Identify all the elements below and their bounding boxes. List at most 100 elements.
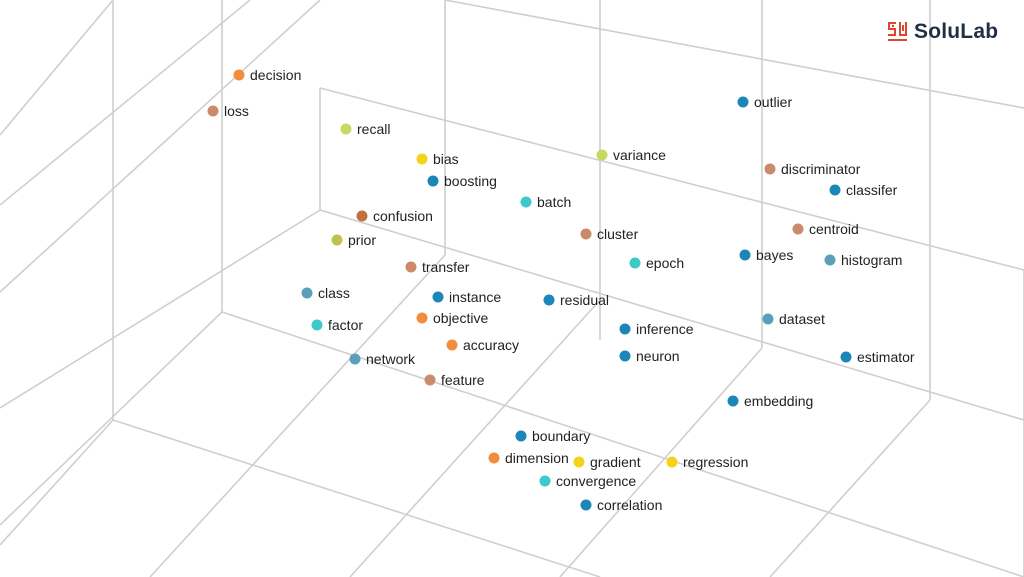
term-point: recall [340,121,390,137]
term-dot [543,294,555,306]
grid-line [319,87,1024,271]
term-point: correlation [580,497,662,513]
term-point: objective [416,310,488,326]
term-dot [829,184,841,196]
grid-line [112,419,601,577]
term-label: class [318,285,350,301]
grid-line [0,0,251,206]
term-dot [596,149,608,161]
term-point: bayes [739,247,793,263]
term-label: cluster [597,226,639,242]
term-label: decision [250,67,301,83]
term-dot [424,374,436,386]
term-label: feature [441,372,485,388]
grid-line [0,0,114,136]
grid-line [0,419,114,546]
term-point: embedding [727,393,813,409]
term-label: confusion [373,208,433,224]
term-point: residual [543,292,609,308]
term-dot [727,395,739,407]
term-point: feature [424,372,485,388]
term-point: neuron [619,348,680,364]
term-label: accuracy [463,337,519,353]
term-dot [233,69,245,81]
term-label: estimator [857,349,915,365]
term-dot [340,123,352,135]
term-label: embedding [744,393,813,409]
term-dot [349,353,361,365]
term-point: network [349,351,416,367]
term-point: regression [666,454,748,470]
term-label: convergence [556,473,636,489]
term-point: transfer [405,259,470,275]
term-point: loss [207,103,249,119]
term-point: prior [331,232,376,248]
term-dot [207,105,219,117]
term-point: histogram [824,252,902,268]
term-dot [539,475,551,487]
term-label: dimension [505,450,569,466]
solulab-logo-icon [888,22,907,41]
term-point: cluster [580,226,639,242]
term-dot [427,175,439,187]
term-point: class [301,285,350,301]
term-point: outlier [737,94,792,110]
term-dot [666,456,678,468]
term-dot [737,96,749,108]
term-label: boosting [444,173,497,189]
grid-line [444,0,1024,109]
term-point: accuracy [446,337,519,353]
term-dot [405,261,417,273]
term-dot [416,153,428,165]
term-point: centroid [792,221,859,237]
brand-name: SoluLab [914,20,999,43]
term-label: correlation [597,497,662,513]
term-dot [580,499,592,511]
term-label: centroid [809,221,859,237]
term-point: boundary [515,428,590,444]
term-label: recall [357,121,390,137]
term-point: batch [520,194,571,210]
term-dot [619,323,631,335]
term-point: inference [619,321,694,337]
term-label: outlier [754,94,792,110]
term-dot [840,351,852,363]
term-label: epoch [646,255,684,271]
term-point: classifer [829,182,898,198]
brand-logo: SoluLab [888,18,998,46]
term-label: bias [433,151,459,167]
term-dot [416,312,428,324]
term-label: inference [636,321,694,337]
term-dot [488,452,500,464]
term-dot [762,313,774,325]
term-label: histogram [841,252,902,268]
term-dot [301,287,313,299]
term-label: boundary [532,428,590,444]
term-label: variance [613,147,666,163]
term-point: epoch [629,255,684,271]
term-label: factor [328,317,363,333]
term-points: decision loss recall bias boosting variance ou… [207,67,915,513]
term-dot [311,319,323,331]
term-point: boosting [427,173,497,189]
grid-line [769,399,931,577]
term-label: instance [449,289,501,305]
term-dot [739,249,751,261]
term-dot [432,291,444,303]
term-label: discriminator [781,161,861,177]
term-dot [515,430,527,442]
grid-line [149,254,446,577]
term-label: classifer [846,182,898,198]
term-label: dataset [779,311,825,327]
term-point: dataset [762,311,825,327]
term-dot [792,223,804,235]
grid-line [319,209,1024,421]
term-label: loss [224,103,249,119]
term-label: batch [537,194,571,210]
term-point: decision [233,67,301,83]
term-point: factor [311,317,363,333]
term-dot [446,339,458,351]
term-point: gradient [573,454,641,470]
